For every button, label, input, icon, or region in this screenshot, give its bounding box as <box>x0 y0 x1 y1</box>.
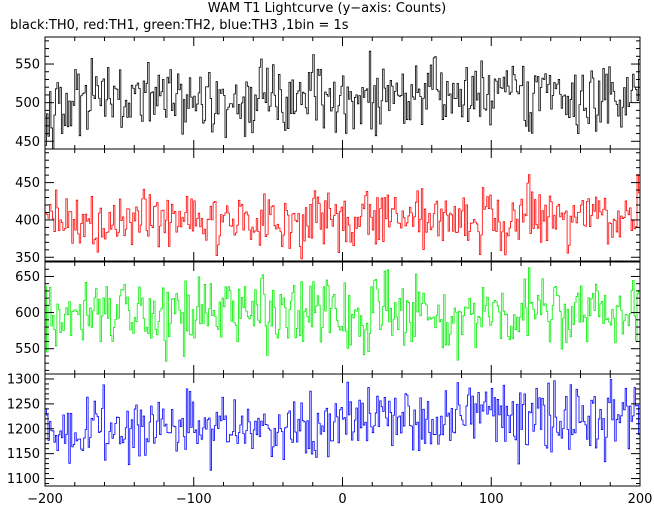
x-tick-label: 200 <box>628 492 653 505</box>
panel-th2: 550 600 650 <box>15 261 641 375</box>
panel-frame <box>44 148 641 262</box>
y-tick-label: 450 <box>15 135 40 150</box>
y-tick-label: 650 <box>15 270 40 285</box>
y-tick-label: 1300 <box>7 372 40 387</box>
y-tick-label: 400 <box>15 213 40 228</box>
x-tick-label: 0 <box>338 492 346 505</box>
x-tick-label: −100 <box>176 492 212 505</box>
chart-subtitle: black:TH0, red:TH1, green:TH2, blue:TH3 … <box>10 18 349 33</box>
panel-th3: 1100 1150 1200 1250 1300 <box>7 372 641 487</box>
y-tick-label: 450 <box>15 176 40 191</box>
panel-th0: 450 500 550 <box>15 36 641 150</box>
y-tick-label: 1250 <box>7 397 40 412</box>
chart-title: WAM T1 Lightcurve (y−axis: Counts) <box>208 1 446 16</box>
series-line-th2 <box>45 267 640 362</box>
y-tick-label: 550 <box>15 58 40 73</box>
y-tick-label: 500 <box>15 96 40 111</box>
panel-th1: 350 400 450 <box>15 148 641 266</box>
y-tick-label: 550 <box>15 342 40 357</box>
x-axis: −200 −100 0 100 200 <box>27 492 652 505</box>
x-tick-label: −200 <box>27 492 63 505</box>
panels-group: 4505005503504004505506006501100115012001… <box>7 36 641 487</box>
x-tick-label: 100 <box>479 492 504 505</box>
series-line-th1 <box>45 174 640 260</box>
series-line-th0 <box>45 50 640 149</box>
y-tick-label: 1200 <box>7 422 40 437</box>
y-tick-label: 350 <box>15 251 40 266</box>
series-line-th3 <box>45 379 640 471</box>
y-tick-label: 1100 <box>7 472 40 487</box>
y-tick-label: 600 <box>15 306 40 321</box>
y-tick-label: 1150 <box>7 447 40 462</box>
